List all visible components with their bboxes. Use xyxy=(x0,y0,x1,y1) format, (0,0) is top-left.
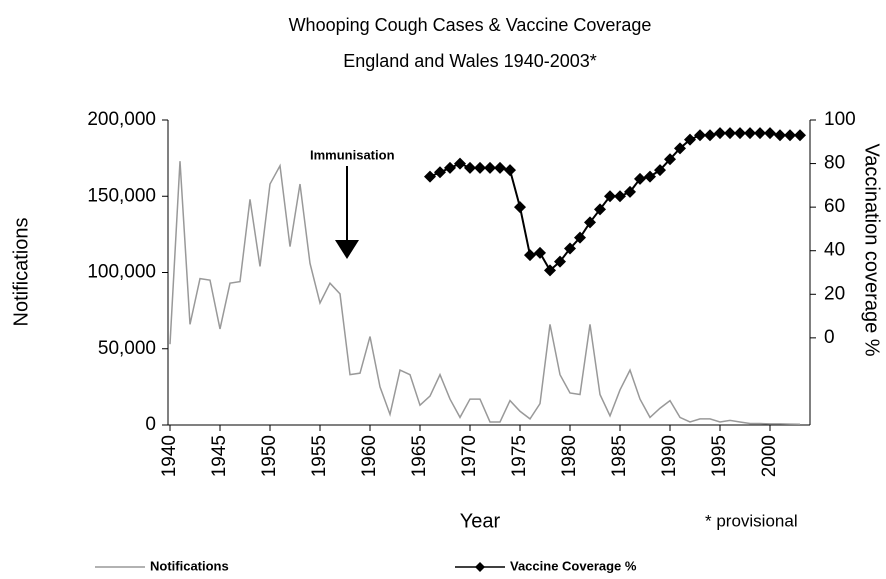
marker xyxy=(744,127,756,140)
marker xyxy=(694,129,706,142)
marker xyxy=(434,166,446,179)
marker xyxy=(444,161,456,174)
marker xyxy=(654,164,666,177)
y2-tick-label: 40 xyxy=(824,240,845,261)
marker xyxy=(544,264,556,277)
marker xyxy=(774,129,786,142)
x-tick-label: 1985 xyxy=(609,435,630,477)
y-axis-title: Notifications xyxy=(10,218,32,327)
y-tick-label: 200,000 xyxy=(87,109,156,130)
marker xyxy=(624,185,636,198)
y2-axis-title: Vaccination coverage % xyxy=(861,143,883,356)
x-tick-label: 1995 xyxy=(709,435,730,477)
legend-marker xyxy=(475,562,485,572)
chart-title: Whooping Cough Cases & Vaccine Coverage xyxy=(289,15,652,35)
x-tick-label: 1955 xyxy=(309,435,330,477)
y2-tick-label: 60 xyxy=(824,196,845,217)
marker xyxy=(524,249,536,262)
marker xyxy=(534,246,546,259)
marker xyxy=(794,129,806,142)
marker xyxy=(554,255,566,268)
series-line xyxy=(429,132,800,272)
marker xyxy=(684,133,696,146)
marker xyxy=(784,129,796,142)
marker xyxy=(704,129,716,142)
marker xyxy=(454,157,466,170)
x-tick-label: 1965 xyxy=(409,435,430,477)
x-tick-label: 1945 xyxy=(209,435,230,477)
marker xyxy=(714,127,726,140)
marker xyxy=(724,127,736,140)
y2-tick-label: 20 xyxy=(824,283,845,304)
marker xyxy=(494,161,506,174)
x-tick-label: 1990 xyxy=(659,435,680,477)
x-tick-label: 1975 xyxy=(509,435,530,477)
marker xyxy=(674,142,686,155)
x-tick-label: 1950 xyxy=(259,435,280,477)
y2-tick-label: 0 xyxy=(824,327,835,348)
annotation: Immunisation xyxy=(310,147,395,162)
x-tick-label: 1970 xyxy=(459,435,480,477)
y-tick-label: 100,000 xyxy=(87,262,156,283)
y-tick-label: 0 xyxy=(145,414,156,435)
marker xyxy=(584,216,596,229)
marker xyxy=(504,164,516,177)
y-tick-label: 150,000 xyxy=(87,185,156,206)
marker xyxy=(634,172,646,185)
marker xyxy=(644,170,656,183)
marker xyxy=(574,231,586,244)
x-axis-title: Year xyxy=(460,510,501,532)
x-tick-label: 1980 xyxy=(559,435,580,477)
marker xyxy=(474,161,486,174)
marker xyxy=(764,127,776,140)
legend-label: Notifications xyxy=(150,558,229,573)
marker xyxy=(664,153,676,166)
chart-subtitle: England and Wales 1940-2003* xyxy=(343,51,597,71)
marker xyxy=(424,170,436,183)
marker xyxy=(734,127,746,140)
y2-tick-label: 80 xyxy=(824,153,845,174)
x-tick-label: 1960 xyxy=(359,435,380,477)
y-tick-label: 50,000 xyxy=(98,338,156,359)
y2-tick-label: 100 xyxy=(824,109,856,130)
x-tick-label: 2000 xyxy=(759,435,780,477)
marker xyxy=(514,201,526,214)
footnote: * provisional xyxy=(705,511,798,530)
marker xyxy=(754,127,766,140)
legend-label: Vaccine Coverage % xyxy=(510,558,637,573)
marker xyxy=(614,190,626,203)
marker xyxy=(594,203,606,216)
marker xyxy=(604,190,616,203)
marker xyxy=(484,161,496,174)
series-line xyxy=(169,161,801,425)
marker xyxy=(464,161,476,174)
x-tick-label: 1940 xyxy=(159,435,180,477)
annotation-arrow xyxy=(335,166,359,259)
marker xyxy=(564,242,576,255)
